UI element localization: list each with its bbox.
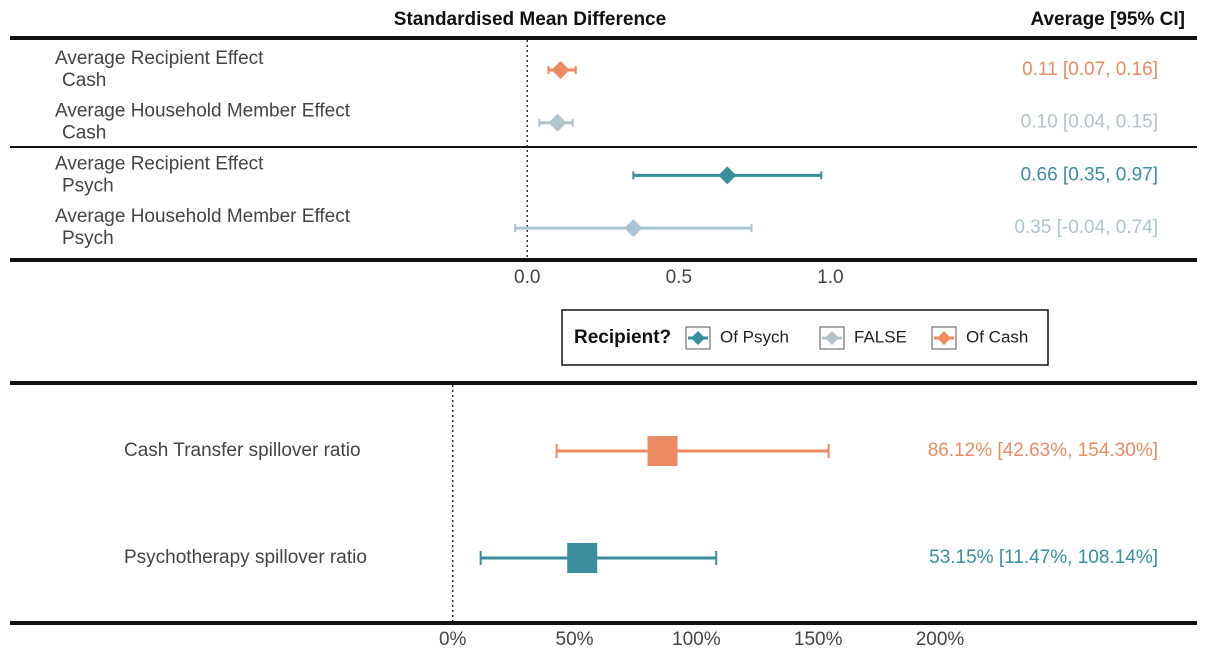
legend-diamond: [937, 331, 951, 345]
row-label: Average Recipient Effect: [55, 153, 264, 174]
row-label: Average Recipient Effect: [55, 48, 264, 69]
legend-label: Of Psych: [720, 327, 789, 346]
value-label: 0.66 [0.35, 0.97]: [1021, 164, 1158, 185]
x-tick-label: 0.0: [514, 267, 540, 288]
value-label: 53.15% [11.47%, 108.14%]: [929, 547, 1158, 568]
point: [548, 113, 567, 132]
header: Standardised Mean Difference: [394, 9, 666, 30]
legend-diamond: [691, 331, 705, 345]
x-tick-label: 0.5: [666, 267, 692, 288]
row-label: Cash Transfer spillover ratio: [124, 440, 361, 461]
x-tick-label: 100%: [672, 629, 721, 650]
legend-box: [561, 309, 1049, 366]
point: [718, 166, 737, 185]
point: [624, 219, 643, 238]
row-label: Psych: [62, 228, 114, 249]
value-label: 0.35 [-0.04, 0.74]: [1014, 217, 1158, 238]
legend-diamond: [825, 331, 839, 345]
x-tick-label: 200%: [916, 629, 965, 650]
value-label: 0.11 [0.07, 0.16]: [1022, 59, 1158, 80]
point: [647, 436, 678, 466]
row-label: Psych: [62, 175, 114, 196]
value-label: 0.10 [0.04, 0.15]: [1021, 112, 1158, 133]
row-label: Psychotherapy spillover ratio: [124, 547, 367, 568]
legend-title: Recipient?: [574, 327, 671, 348]
x-tick-label: 150%: [794, 629, 843, 650]
legend-label: FALSE: [854, 327, 907, 346]
point: [551, 61, 570, 79]
legend-label: Of Cash: [966, 327, 1028, 346]
value-header: Average [95% CI]: [1030, 9, 1185, 30]
x-tick-label: 1.0: [817, 267, 843, 288]
point: [567, 543, 598, 573]
row-label: Average Household Member Effect: [55, 101, 351, 122]
row-label: Cash: [62, 70, 106, 91]
row-label: Cash: [62, 123, 106, 144]
row-label: Average Household Member Effect: [55, 206, 351, 227]
x-tick-label: 0%: [439, 629, 467, 650]
x-tick-label: 50%: [556, 629, 594, 650]
value-label: 86.12% [42.63%, 154.30%]: [928, 440, 1158, 461]
